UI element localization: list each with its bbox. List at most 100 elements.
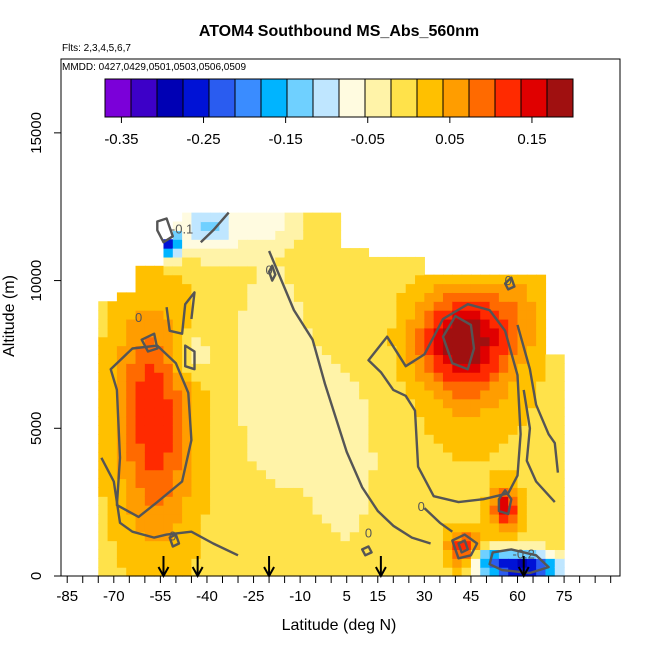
heatmap-cell — [424, 283, 435, 293]
heatmap-cell — [107, 522, 118, 533]
heatmap-cell — [554, 451, 565, 462]
heatmap-cell — [433, 549, 444, 559]
heatmap-cell — [210, 505, 220, 515]
heatmap-cell — [340, 336, 351, 347]
heatmap-cell — [265, 336, 276, 347]
heatmap-cell — [331, 327, 342, 338]
heatmap-cell — [387, 496, 397, 506]
heatmap-cell — [210, 425, 220, 435]
heatmap-cell — [405, 301, 416, 311]
heatmap-cell — [545, 416, 556, 426]
heatmap-cell — [405, 292, 416, 302]
heatmap-cell — [489, 469, 500, 480]
heatmap-cell — [349, 416, 360, 426]
heatmap-cell — [98, 460, 109, 471]
heatmap-cell — [387, 443, 397, 453]
heatmap-cell — [135, 513, 146, 524]
heatmap-cell — [135, 265, 146, 276]
heatmap-cell — [284, 274, 295, 285]
heatmap-cell — [98, 318, 109, 329]
heatmap-cell — [275, 496, 286, 506]
heatmap-cell — [377, 265, 388, 276]
heatmap-cell — [163, 567, 174, 577]
heatmap-cell — [116, 443, 127, 453]
heatmap-cell — [200, 522, 211, 533]
heatmap-cell — [405, 389, 416, 400]
heatmap-cell — [144, 372, 155, 382]
heatmap-cell — [98, 407, 109, 418]
heatmap-cell — [191, 274, 202, 285]
heatmap-cell — [182, 256, 193, 267]
heatmap-cell — [396, 407, 407, 418]
heatmap-cell — [293, 443, 304, 453]
heatmap-cell — [293, 283, 304, 293]
heatmap-cell — [442, 558, 453, 568]
heatmap-cell — [163, 496, 174, 506]
heatmap-cell — [200, 487, 211, 497]
heatmap-cell — [331, 443, 342, 453]
heatmap-cell — [265, 487, 276, 497]
heatmap-cell — [284, 283, 295, 293]
heatmap-cell — [331, 469, 342, 480]
heatmap-cell — [415, 567, 425, 577]
heatmap-cell — [452, 505, 463, 515]
heatmap-cell — [405, 567, 416, 577]
heatmap-cell — [526, 522, 537, 533]
heatmap-cell — [247, 443, 258, 453]
heatmap-cell — [182, 558, 193, 568]
heatmap-cell — [415, 283, 425, 293]
heatmap-cell — [405, 363, 416, 373]
heatmap-cell — [256, 256, 267, 267]
heatmap-cell — [461, 327, 472, 338]
heatmap-cell — [377, 345, 388, 356]
heatmap-cell — [536, 398, 547, 409]
heatmap-cell — [424, 327, 435, 338]
heatmap-cell — [498, 363, 509, 373]
heatmap-cell — [349, 274, 360, 285]
heatmap-cell — [359, 443, 370, 453]
heatmap-cell — [312, 239, 323, 249]
heatmap-cell — [480, 327, 491, 338]
heatmap-cell — [554, 434, 565, 444]
heatmap-cell — [349, 567, 360, 577]
heatmap-cell — [200, 416, 211, 426]
heatmap-cell — [275, 318, 286, 329]
heatmap-cell — [284, 540, 295, 551]
heatmap-cell — [517, 354, 528, 364]
heatmap-cell — [349, 478, 360, 488]
heatmap-cell — [331, 496, 342, 506]
heatmap-cell — [424, 549, 435, 559]
heatmap-cell — [172, 221, 183, 231]
heatmap-cell — [461, 345, 472, 356]
heatmap-cell — [154, 567, 165, 577]
heatmap-cell — [107, 443, 118, 453]
heatmap-cell — [312, 505, 323, 515]
heatmap-cell — [312, 398, 323, 409]
heatmap-cell — [219, 221, 230, 231]
heatmap-cell — [163, 336, 174, 347]
colorbar-tick-label: 0.15 — [517, 131, 546, 148]
heatmap-cell — [321, 256, 332, 267]
heatmap-cell — [452, 443, 463, 453]
heatmap-cell — [275, 443, 286, 453]
heatmap-cell — [470, 310, 481, 320]
heatmap-cell — [545, 496, 556, 506]
heatmap-cell — [219, 265, 230, 276]
heatmap-cell — [359, 265, 370, 276]
heatmap-cell — [508, 460, 519, 471]
heatmap-cell — [517, 549, 528, 559]
heatmap-cell — [396, 425, 407, 435]
heatmap-cell — [228, 265, 239, 276]
heatmap-cell — [480, 398, 491, 409]
heatmap-cell — [321, 372, 332, 382]
heatmap-cell — [452, 407, 463, 418]
heatmap-cell — [498, 283, 509, 293]
heatmap-cell — [368, 283, 379, 293]
heatmap-cell — [303, 558, 314, 568]
heatmap-cell — [293, 389, 304, 400]
heatmap-cell — [340, 416, 351, 426]
heatmap-cell — [340, 256, 351, 267]
heatmap-cell — [452, 274, 463, 285]
heatmap-cell — [396, 505, 407, 515]
heatmap-cell — [172, 274, 183, 285]
